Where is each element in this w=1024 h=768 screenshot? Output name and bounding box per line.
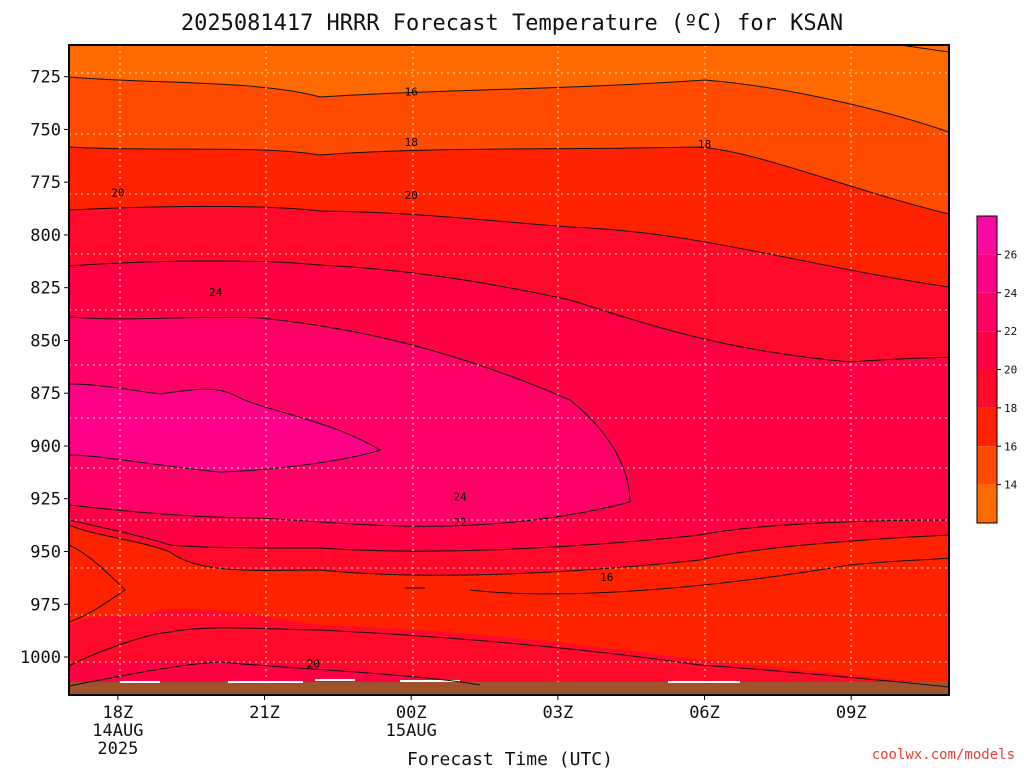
colorbar-swatch — [977, 407, 997, 447]
colorbar-swatch — [977, 254, 997, 293]
temp-band-22-24 — [69, 317, 630, 527]
colorbar-label: 22 — [1004, 325, 1017, 338]
contour-label: 20 — [405, 189, 418, 202]
y-tick-label: 850 — [30, 331, 61, 351]
y-tick-label: 900 — [30, 437, 61, 457]
colorbar-swatch — [977, 484, 997, 523]
contour-label: 24 — [453, 491, 467, 504]
colorbar-label: 18 — [1004, 402, 1017, 415]
x-tick-label: 21Z — [249, 703, 280, 723]
colorbar: 14 16 18 20 22 24 26 — [976, 215, 1018, 524]
colorbar-label: 26 — [1004, 248, 1017, 261]
x-axis-title: Forecast Time (UTC) — [407, 749, 613, 768]
y-tick-label: 825 — [30, 279, 61, 299]
colorbar-swatch — [977, 292, 997, 332]
plot-frame — [68, 44, 950, 696]
contour-label: 16 — [405, 85, 418, 98]
temp-band-24-26 — [69, 384, 380, 472]
y-tick-label: 975 — [30, 595, 61, 615]
x-tick-sublabel: 15AUG — [386, 721, 437, 741]
credit-text: coolwx.com/models — [872, 747, 1015, 763]
x-tick-sublabel: 14AUG — [92, 721, 143, 741]
contour-label: 18 — [698, 138, 711, 151]
contour-lines — [69, 45, 949, 688]
x-tick-label: 03Z — [543, 703, 574, 723]
contour-labels: 16 18 18 20 20 24 24 22 16 20 — [111, 85, 711, 670]
y-tick-label: 725 — [30, 68, 61, 88]
colorbar-swatch — [977, 446, 997, 485]
x-tick-label: 09Z — [836, 703, 867, 723]
x-tick-label: 18Z — [103, 703, 134, 723]
colorbar-label: 24 — [1004, 287, 1018, 300]
x-tick-label: 06Z — [689, 703, 720, 723]
y-axis: 725 750 775 800 825 850 875 900 925 950 975 1000 — [20, 68, 69, 668]
chart-title: 2025081417 HRRR Forecast Temperature (ºC… — [181, 11, 843, 36]
surface-band — [69, 682, 949, 695]
colorbar-label: 16 — [1004, 440, 1017, 453]
colorbar-label: 20 — [1004, 364, 1017, 377]
contour-label: 16 — [600, 571, 613, 584]
contour-label: 20 — [307, 657, 320, 670]
y-tick-label: 750 — [30, 120, 61, 140]
contour-label: 20 — [111, 187, 124, 200]
grid-lines — [69, 45, 949, 682]
y-tick-label: 950 — [30, 542, 61, 562]
x-tick-label: 00Z — [396, 703, 427, 723]
contour-label: 18 — [405, 136, 418, 149]
y-tick-label: 800 — [30, 226, 61, 246]
colorbar-swatch — [977, 216, 997, 255]
colorbar-swatch — [977, 331, 997, 370]
colorbar-label: 14 — [1004, 479, 1018, 492]
contour-label: 24 — [209, 286, 223, 299]
y-tick-label: 875 — [30, 384, 61, 404]
contour-label: 22 — [453, 516, 466, 529]
plot-area: 16 18 18 20 20 24 24 22 16 20 — [69, 45, 949, 695]
y-tick-label: 925 — [30, 490, 61, 510]
colorbar-swatch — [977, 369, 997, 408]
y-tick-label: 775 — [30, 173, 61, 193]
x-tick-sublabel: 2025 — [97, 739, 138, 759]
y-tick-label: 1000 — [20, 648, 61, 668]
